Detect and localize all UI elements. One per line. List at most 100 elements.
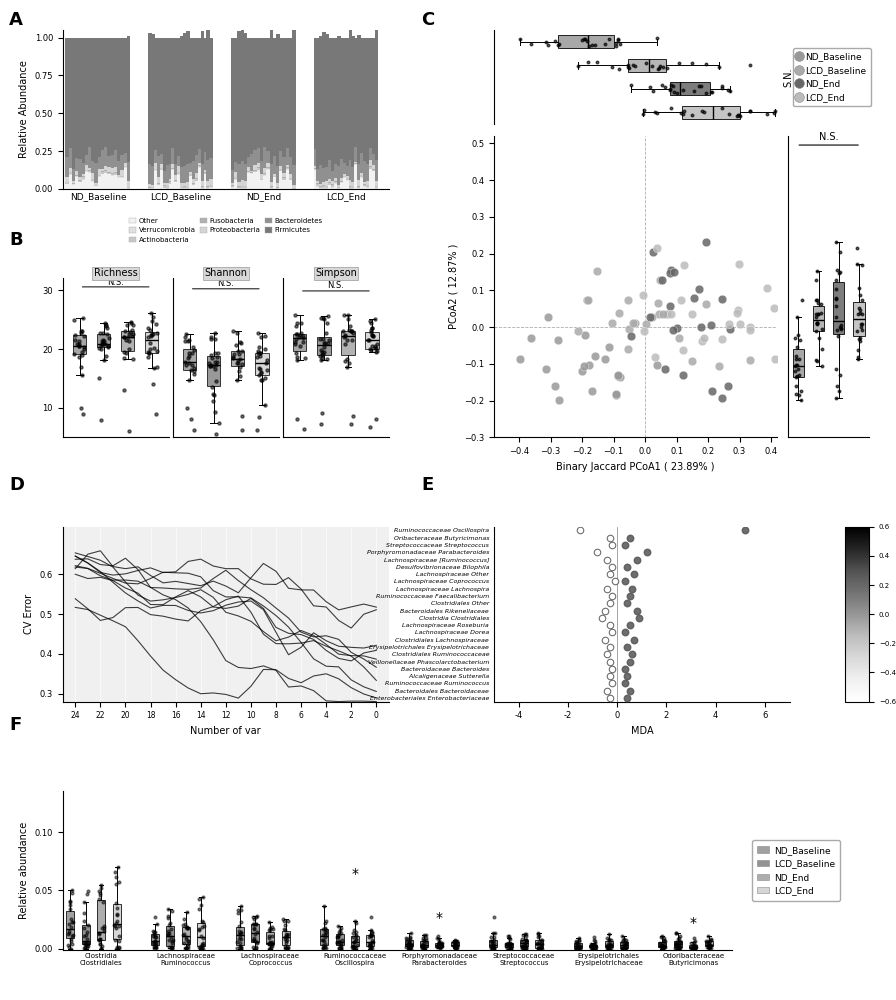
PathPatch shape xyxy=(833,282,844,334)
Point xyxy=(609,38,624,54)
Point xyxy=(181,345,195,361)
Point xyxy=(280,935,294,951)
Bar xyxy=(72,185,75,189)
Point xyxy=(788,357,803,373)
Point xyxy=(265,928,280,944)
Point xyxy=(247,941,262,957)
Point xyxy=(233,359,247,375)
Point xyxy=(673,933,687,949)
Point xyxy=(61,937,75,953)
Point xyxy=(433,936,447,952)
Bar xyxy=(280,166,283,169)
Point xyxy=(332,924,347,940)
Point xyxy=(148,933,162,949)
Point xyxy=(230,934,245,950)
Point xyxy=(161,926,176,942)
Point xyxy=(177,917,191,933)
Point xyxy=(401,934,415,950)
Point xyxy=(365,927,379,943)
Point xyxy=(588,348,602,364)
Point xyxy=(346,325,360,341)
Point xyxy=(365,924,379,940)
Point xyxy=(179,357,194,373)
Point xyxy=(519,928,533,944)
Bar xyxy=(101,38,105,150)
Point xyxy=(535,936,549,952)
PathPatch shape xyxy=(341,331,355,355)
Point xyxy=(811,306,825,322)
Point xyxy=(692,78,706,94)
Point xyxy=(313,348,327,364)
Point xyxy=(230,940,245,956)
Point xyxy=(141,344,155,360)
Bar xyxy=(375,25,378,160)
Bar xyxy=(148,164,151,184)
Point xyxy=(588,941,602,957)
Bar xyxy=(260,161,263,174)
Point xyxy=(609,386,624,402)
Point xyxy=(347,939,361,955)
Bar xyxy=(175,38,178,164)
Bar xyxy=(289,157,293,174)
Point xyxy=(699,85,713,101)
Point xyxy=(364,315,378,331)
Point xyxy=(363,927,377,943)
Bar xyxy=(104,166,108,170)
Point xyxy=(503,941,517,957)
Point xyxy=(830,322,844,338)
Point xyxy=(81,883,95,899)
Point xyxy=(524,330,538,346)
Point xyxy=(208,331,222,347)
Bar xyxy=(346,166,349,176)
Point xyxy=(319,922,333,938)
Point xyxy=(316,344,331,360)
Point xyxy=(229,337,244,353)
Point xyxy=(515,939,530,955)
Point xyxy=(288,334,302,350)
Point xyxy=(316,331,331,347)
Point xyxy=(111,940,125,956)
Point xyxy=(147,938,161,954)
Point xyxy=(658,361,672,377)
Text: *: * xyxy=(351,867,358,881)
Point xyxy=(64,933,78,949)
Y-axis label: Relative Abundance: Relative Abundance xyxy=(19,60,29,158)
Point xyxy=(530,935,545,951)
Bar xyxy=(88,173,91,189)
Point xyxy=(830,378,844,394)
Point xyxy=(532,940,547,956)
Point xyxy=(149,939,163,955)
PathPatch shape xyxy=(854,302,865,336)
Point xyxy=(570,936,584,952)
Point xyxy=(337,307,351,323)
Bar xyxy=(82,163,85,174)
Point xyxy=(150,325,164,341)
Point xyxy=(109,869,124,885)
Point xyxy=(361,332,375,348)
Point xyxy=(121,329,135,345)
Bar xyxy=(91,161,95,173)
Bar xyxy=(120,170,124,176)
Point xyxy=(369,344,383,360)
Point xyxy=(364,928,378,944)
Point xyxy=(670,931,685,947)
Point xyxy=(533,938,547,954)
Point xyxy=(484,929,498,945)
Point xyxy=(322,308,336,324)
Point xyxy=(143,322,158,338)
Point xyxy=(366,934,380,950)
Bar xyxy=(256,168,261,170)
Point xyxy=(697,330,711,346)
Bar xyxy=(256,171,261,189)
Point xyxy=(195,930,210,946)
Point xyxy=(322,332,336,348)
Point xyxy=(186,339,201,355)
PathPatch shape xyxy=(266,932,274,944)
Bar xyxy=(206,160,211,181)
Point xyxy=(402,935,417,951)
Point xyxy=(572,940,586,956)
Point xyxy=(195,935,210,951)
Bar xyxy=(328,179,332,182)
Point xyxy=(517,926,531,942)
Point xyxy=(402,934,417,950)
